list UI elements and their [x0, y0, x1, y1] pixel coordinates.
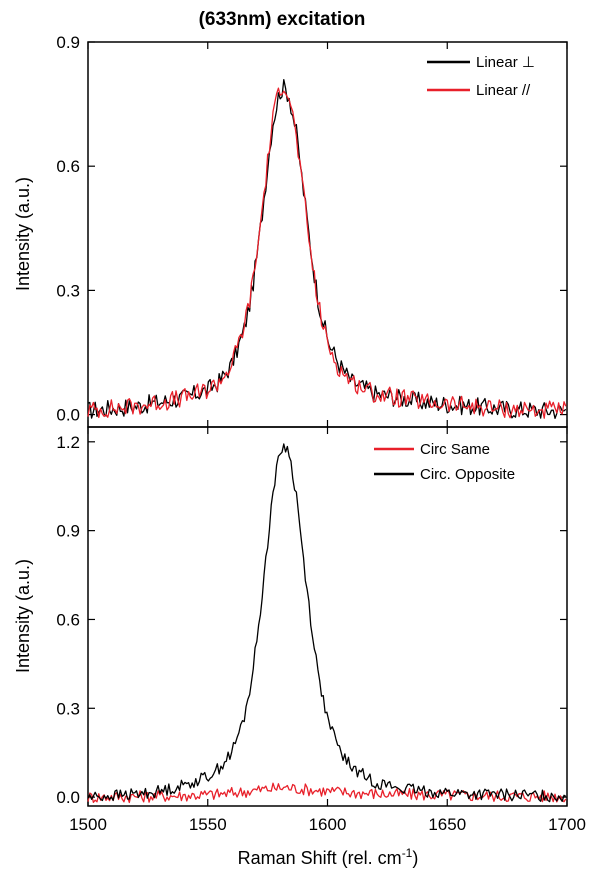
top-y-axis-title: Intensity (a.u.): [13, 177, 33, 291]
chart-title: (633nm) excitation: [199, 9, 366, 30]
x-tick-label: 1700: [548, 815, 586, 834]
x-tick-label: 1500: [69, 815, 107, 834]
y-tick-label: 0.6: [56, 610, 80, 629]
y-tick-label: 0.6: [56, 157, 80, 176]
bottom-legend: Circ Same Circ. Opposite: [374, 441, 515, 483]
series-line-0-0: [87, 79, 567, 420]
x-axis-title-superscript: -1: [402, 846, 413, 860]
bottom-panel: 0.0 0.3 0.6 0.9 1.2 1500 1550 1600 1650 1700 Int…: [13, 426, 586, 868]
top-y-ticks: 0.0 0.3 0.6 0.9: [56, 33, 567, 425]
top-panel: 0.0 0.3 0.6 0.9 Intensity (a.u.) Linear ⊥ L…: [13, 33, 568, 428]
y-tick-label: 0.3: [56, 699, 80, 718]
y-tick-label: 0.0: [56, 788, 80, 807]
y-tick-label: 0.3: [56, 281, 80, 300]
y-tick-label: 0.9: [56, 33, 80, 52]
x-tick-label: 1600: [309, 815, 347, 834]
series-line-1-0: [87, 782, 567, 804]
x-tick-label: 1650: [428, 815, 466, 834]
bottom-x-ticks: 1500 1550 1600 1650 1700: [69, 427, 586, 834]
top-plot-frame: [87, 41, 568, 428]
y-tick-label: 0.9: [56, 522, 80, 541]
series-line-1-1: [87, 443, 567, 803]
y-tick-label: 1.2: [56, 433, 80, 452]
legend-label-circ-same: Circ Same: [420, 441, 490, 458]
legend-label-linear-perp: Linear ⊥: [476, 54, 535, 71]
top-series: [87, 79, 567, 420]
top-legend: Linear ⊥ Linear //: [427, 54, 535, 99]
series-line-0-1: [87, 87, 567, 419]
top-x-ticks: [87, 42, 568, 427]
x-axis-title: Raman Shift (rel. cm-1): [238, 846, 419, 868]
bottom-plot-frame: [87, 426, 568, 807]
legend-label-circ-opposite: Circ. Opposite: [420, 466, 515, 483]
bottom-series: [87, 443, 567, 804]
legend-label-linear-parallel: Linear //: [476, 82, 531, 99]
x-tick-label: 1550: [189, 815, 227, 834]
bottom-y-ticks: 0.0 0.3 0.6 0.9 1.2: [56, 433, 567, 807]
y-tick-label: 0.0: [56, 406, 80, 425]
bottom-y-axis-title: Intensity (a.u.): [13, 559, 33, 673]
